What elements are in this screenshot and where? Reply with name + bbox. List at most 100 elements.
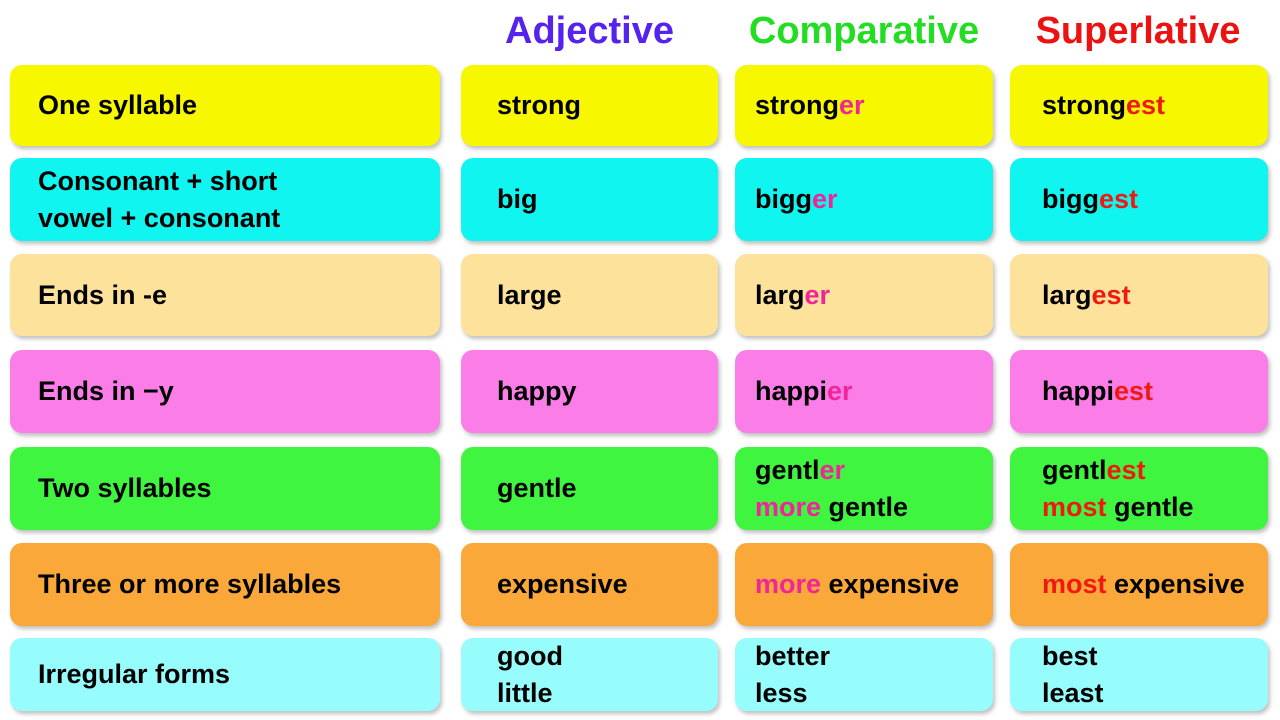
cell-line: biggest bbox=[1042, 181, 1268, 218]
cell-adjective: large bbox=[461, 254, 718, 336]
cell-line: Consonant + short bbox=[38, 163, 440, 200]
cell-line: least bbox=[1042, 675, 1268, 712]
comparative-marker: er bbox=[827, 376, 853, 406]
cell-line: large bbox=[497, 277, 718, 314]
cell-comparative: stronger bbox=[735, 65, 993, 146]
header-adjective: Adjective bbox=[505, 10, 674, 52]
word-text: expensive bbox=[821, 569, 960, 599]
cell-rule: Three or more syllables bbox=[10, 543, 440, 626]
comparative-marker: er bbox=[819, 454, 846, 485]
cell-rule: Irregular forms bbox=[10, 638, 440, 711]
cell-line: larger bbox=[755, 277, 993, 314]
word-text: larg bbox=[755, 279, 805, 310]
cell-line: gentle bbox=[497, 470, 718, 507]
cell-line: more expensive bbox=[755, 566, 993, 603]
word-text: large bbox=[497, 279, 562, 310]
cell-line: Three or more syllables bbox=[38, 566, 440, 603]
word-text: Ends in −y bbox=[38, 376, 174, 406]
word-text: strong bbox=[1042, 90, 1126, 120]
word-text: expensive bbox=[1106, 569, 1245, 599]
cell-line: largest bbox=[1042, 277, 1268, 314]
cell-line: Two syllables bbox=[38, 470, 440, 507]
cell-rule: Two syllables bbox=[10, 447, 440, 530]
cell-line: happiest bbox=[1042, 373, 1268, 410]
word-text: One syllable bbox=[38, 90, 198, 120]
comparative-marker: more bbox=[755, 491, 822, 522]
cell-line: more gentle bbox=[755, 489, 993, 526]
cell-rule: One syllable bbox=[10, 65, 440, 146]
word-text: Irregular forms bbox=[38, 659, 231, 689]
word-text: less bbox=[755, 677, 808, 708]
word-text: Three or more syllables bbox=[38, 569, 342, 599]
cell-superlative: most expensive bbox=[1010, 543, 1268, 626]
superlative-marker: est bbox=[1098, 184, 1139, 214]
cell-line: little bbox=[497, 675, 718, 712]
cell-comparative: bigger bbox=[735, 158, 993, 241]
header-comparative: Comparative bbox=[748, 10, 980, 52]
cell-line: most gentle bbox=[1042, 489, 1268, 526]
word-text: best bbox=[1042, 640, 1098, 671]
word-text: strong bbox=[497, 90, 581, 120]
superlative-marker: est bbox=[1091, 279, 1131, 310]
cell-comparative: happier bbox=[735, 350, 993, 433]
word-text: expensive bbox=[497, 569, 628, 599]
cell-superlative: happiest bbox=[1010, 350, 1268, 433]
word-text: bigg bbox=[755, 184, 812, 214]
cell-superlative: best least bbox=[1010, 638, 1268, 711]
cell-line: best bbox=[1042, 638, 1268, 675]
cell-rule: Ends in -e bbox=[10, 254, 440, 336]
word-text: gentl bbox=[1042, 454, 1107, 485]
cell-comparative: gentler more gentle bbox=[735, 447, 993, 530]
word-text: better bbox=[755, 640, 831, 671]
cell-adjective: happy bbox=[461, 350, 718, 433]
word-text: gentle bbox=[497, 473, 577, 503]
cell-comparative: larger bbox=[735, 254, 993, 336]
cell-line: strong bbox=[497, 87, 718, 124]
word-text: vowel + consonant bbox=[38, 202, 281, 233]
cell-comparative: more expensive bbox=[735, 543, 993, 626]
cell-line: vowel + consonant bbox=[38, 200, 440, 237]
cell-adjective: expensive bbox=[461, 543, 718, 626]
cell-line: happier bbox=[755, 373, 993, 410]
cell-line: most expensive bbox=[1042, 566, 1268, 603]
superlative-marker: est bbox=[1106, 454, 1146, 485]
cell-adjective: strong bbox=[461, 65, 718, 146]
cell-adjective: big bbox=[461, 158, 718, 241]
cell-line: stronger bbox=[755, 87, 993, 124]
cell-line: Irregular forms bbox=[38, 656, 440, 693]
cell-superlative: biggest bbox=[1010, 158, 1268, 241]
cell-line: less bbox=[755, 675, 993, 712]
word-text: gentle bbox=[1106, 491, 1194, 522]
word-text: Ends in -e bbox=[38, 279, 168, 310]
superlative-marker: most bbox=[1042, 569, 1107, 599]
word-text: big bbox=[497, 184, 538, 214]
word-text: Two syllables bbox=[38, 473, 212, 503]
cell-line: good bbox=[497, 638, 718, 675]
word-text: bigg bbox=[1042, 184, 1099, 214]
cell-line: One syllable bbox=[38, 87, 440, 124]
word-text: happi bbox=[1042, 376, 1114, 406]
word-text: happi bbox=[755, 376, 827, 406]
cell-line: happy bbox=[497, 373, 718, 410]
cell-line: gentlest bbox=[1042, 452, 1268, 489]
cell-line: bigger bbox=[755, 181, 993, 218]
superlative-marker: most bbox=[1042, 491, 1107, 522]
cell-line: Ends in −y bbox=[38, 373, 440, 410]
cell-adjective: good little bbox=[461, 638, 718, 711]
superlative-marker: est bbox=[1114, 376, 1154, 406]
comparative-marker: er bbox=[804, 279, 831, 310]
cell-line: expensive bbox=[497, 566, 718, 603]
comparative-marker: more bbox=[755, 569, 822, 599]
word-text: good bbox=[497, 640, 563, 671]
cell-rule: Consonant + short vowel + consonant bbox=[10, 158, 440, 241]
cell-line: gentler bbox=[755, 452, 993, 489]
cell-superlative: gentlest most gentle bbox=[1010, 447, 1268, 530]
header-superlative: Superlative bbox=[1035, 10, 1241, 52]
cell-rule: Ends in −y bbox=[10, 350, 440, 433]
word-text: gentl bbox=[755, 454, 820, 485]
word-text: happy bbox=[497, 376, 577, 406]
superlative-marker: est bbox=[1126, 90, 1166, 120]
word-text: little bbox=[497, 677, 553, 708]
comparative-marker: er bbox=[839, 90, 865, 120]
word-text: larg bbox=[1042, 279, 1092, 310]
